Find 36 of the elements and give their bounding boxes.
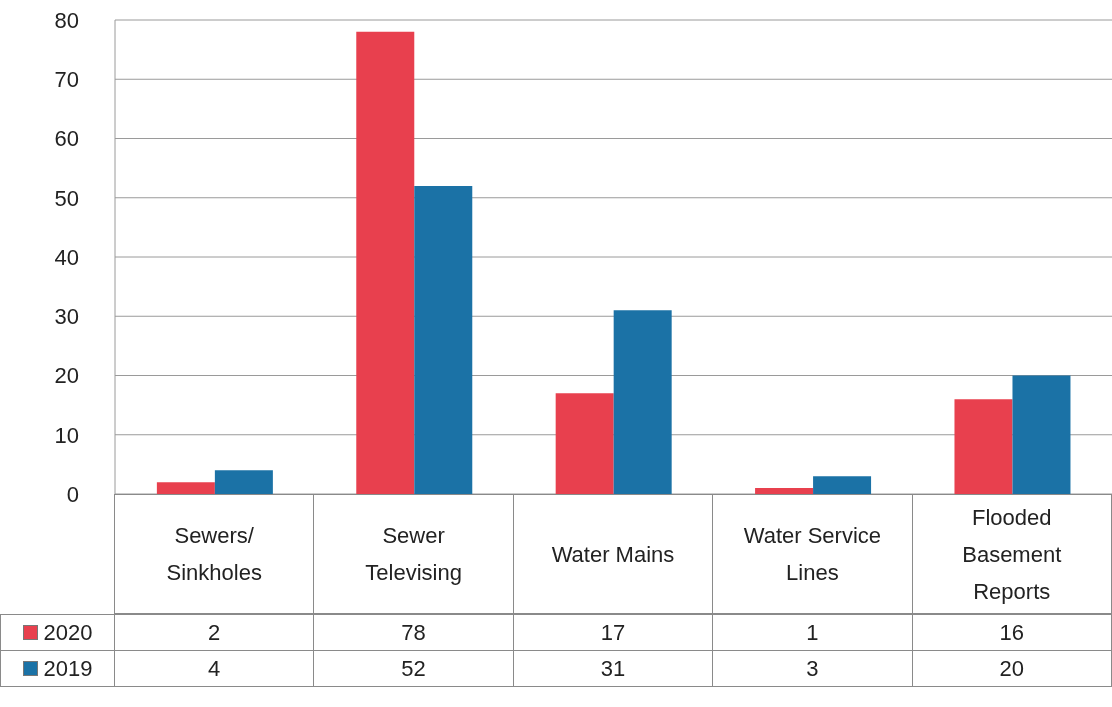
bar: [356, 31, 415, 494]
data-label: 2: [115, 615, 315, 651]
data-label: 4: [115, 651, 315, 687]
y-tick-label: 80: [54, 7, 79, 33]
y-tick-label: 30: [54, 304, 79, 330]
data-label: 20: [912, 651, 1112, 687]
data-label: 1: [713, 615, 913, 651]
bar: [156, 482, 215, 494]
legend-label: 2020: [43, 619, 93, 646]
bar: [214, 470, 273, 494]
data-label: 3: [713, 651, 913, 687]
x-tick-label: Flooded Basement Reports: [961, 503, 1063, 606]
y-tick-label: 20: [54, 363, 79, 389]
legend-label: 2019: [43, 655, 93, 682]
data-label: 31: [513, 651, 714, 687]
bar: [414, 185, 473, 494]
bar: [613, 310, 672, 494]
y-tick-label: 40: [54, 244, 79, 270]
bar: [755, 488, 814, 494]
y-tick-label: 0: [66, 481, 79, 507]
data-label: 16: [912, 615, 1112, 651]
y-tick-label: 50: [54, 185, 79, 211]
data-label: 52: [314, 651, 514, 687]
bar: [954, 399, 1013, 494]
x-tick-label: Sewers/Sinkholes: [165, 522, 263, 587]
data-label: 78: [314, 615, 514, 651]
y-tick-label: 70: [54, 67, 79, 93]
y-tick-label: 60: [54, 126, 79, 152]
data-label: 17: [513, 615, 714, 651]
x-tick-label: Sewer Televising: [364, 522, 463, 587]
bar: [1012, 375, 1071, 494]
x-tick-label: Water Mains: [550, 540, 676, 569]
y-tick-label: 10: [54, 422, 79, 448]
x-tick-label: Water Service Lines: [742, 522, 883, 587]
bar: [555, 393, 614, 494]
bar: [813, 476, 872, 494]
